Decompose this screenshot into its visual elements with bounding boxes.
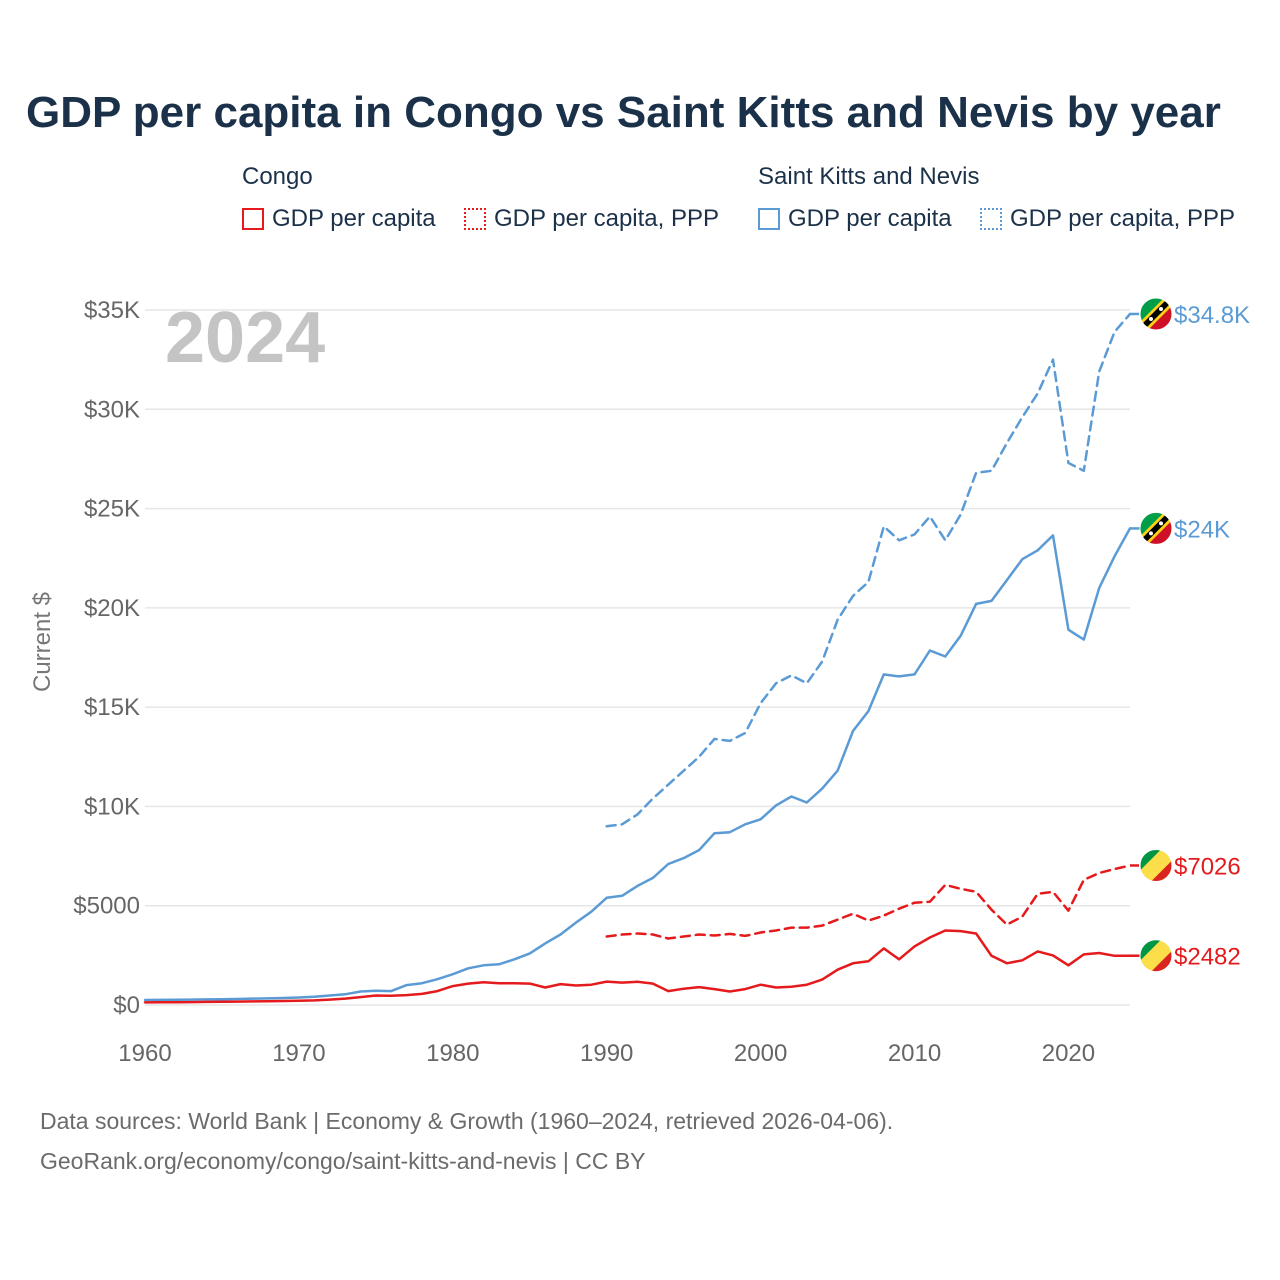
legend-swatch-solid-blue — [758, 208, 780, 230]
legend-group-congo: Congo — [242, 163, 313, 190]
series-end-label: $34.8K — [1174, 302, 1250, 329]
y-tick-label: $10K — [84, 793, 140, 820]
y-tick-label: $0 — [113, 992, 140, 1019]
x-tick-label: 1990 — [580, 1040, 633, 1067]
x-tick-label: 1960 — [118, 1040, 171, 1067]
x-tick-label: 2020 — [1042, 1040, 1095, 1067]
legend-group-saint-kitts: Saint Kitts and Nevis — [758, 163, 980, 190]
x-tick-label: 2010 — [888, 1040, 941, 1067]
series-end-label: $2482 — [1174, 944, 1241, 971]
y-tick-label: $15K — [84, 694, 140, 721]
series-end-label: $24K — [1174, 516, 1230, 543]
y-axis: $0 $5000 $10K $15K $20K $25K $30K $35K — [73, 297, 140, 1019]
saint-kitts-flag-icon — [1139, 511, 1173, 545]
legend-label: GDP per capita — [788, 205, 952, 232]
chart-title: GDP per capita in Congo vs Saint Kitts a… — [26, 88, 1221, 137]
y-tick-label: $25K — [84, 496, 140, 523]
congo-flag-icon — [1139, 939, 1173, 973]
legend-label: GDP per capita, PPP — [494, 205, 719, 232]
footer-source: Data sources: World Bank | Economy & Gro… — [40, 1108, 894, 1134]
legend-swatch-solid-red — [242, 208, 264, 230]
saint-kitts-flag-icon — [1139, 297, 1173, 331]
x-tick-label: 1970 — [272, 1040, 325, 1067]
y-axis-title: Current $ — [29, 592, 56, 692]
legend-item-skn-gdp[interactable]: GDP per capita — [758, 204, 952, 234]
grid — [145, 309, 1130, 1006]
series-group — [143, 312, 1142, 1004]
y-tick-label: $20K — [84, 595, 140, 622]
legend-item-congo-gdp[interactable]: GDP per capita — [242, 204, 436, 234]
legend-label: GDP per capita — [272, 205, 436, 232]
legend-item-skn-gdp-ppp[interactable]: GDP per capita, PPP — [980, 204, 1235, 234]
y-tick-label: $5000 — [73, 893, 140, 920]
y-tick-label: $35K — [84, 297, 140, 324]
series-line-3[interactable] — [143, 929, 1132, 1004]
x-tick-label: 2000 — [734, 1040, 787, 1067]
legend-label: GDP per capita, PPP — [1010, 205, 1235, 232]
legend-swatch-dotted-blue — [980, 208, 1002, 230]
x-axis: 1960 1970 1980 1990 2000 2010 2020 — [118, 1040, 1095, 1067]
footer-credit: GeoRank.org/economy/congo/saint-kitts-an… — [40, 1148, 646, 1174]
congo-flag-icon — [1139, 848, 1173, 882]
x-tick-label: 1980 — [426, 1040, 479, 1067]
series-end-label: $7026 — [1174, 853, 1241, 880]
year-watermark: 2024 — [165, 298, 325, 378]
series-line-0[interactable] — [605, 312, 1132, 828]
end-markers: $34.8K $24K $7026 $2482 — [1139, 297, 1250, 973]
legend-swatch-dotted-red — [464, 208, 486, 230]
series-line-2[interactable] — [605, 864, 1132, 940]
legend-item-congo-gdp-ppp[interactable]: GDP per capita, PPP — [464, 204, 719, 234]
y-tick-label: $30K — [84, 396, 140, 423]
series-line-1[interactable] — [143, 527, 1132, 1002]
